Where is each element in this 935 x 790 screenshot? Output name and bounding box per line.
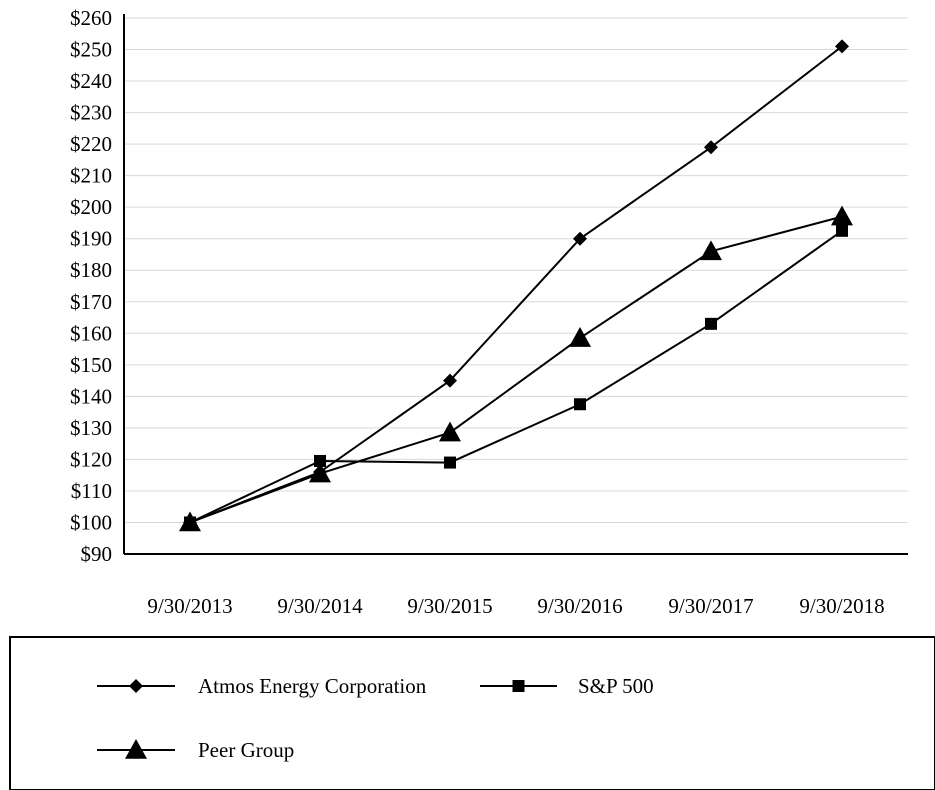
data-point-triangle: [569, 327, 591, 347]
data-point-diamond: [129, 679, 143, 693]
data-point-square: [512, 680, 525, 692]
y-tick-label: $200: [70, 195, 112, 219]
y-tick-label: $220: [70, 132, 112, 156]
data-point-triangle: [125, 739, 147, 759]
y-tick-label: $130: [70, 416, 112, 440]
data-point-square: [574, 398, 586, 411]
y-tick-label: $210: [70, 164, 112, 188]
x-tick-label: 9/30/2017: [668, 594, 753, 618]
data-point-triangle: [179, 511, 201, 532]
legend-item: S&P 500: [480, 674, 654, 698]
data-point-square: [836, 224, 848, 237]
data-point-square: [705, 317, 717, 330]
legend-label: S&P 500: [578, 674, 654, 698]
y-tick-label: $180: [70, 258, 112, 282]
y-tick-label: $260: [70, 6, 112, 30]
data-point-square: [444, 456, 456, 469]
x-tick-label: 9/30/2018: [799, 594, 884, 618]
y-tick-label: $240: [70, 69, 112, 93]
series-line: [189, 230, 843, 524]
y-tick-label: $110: [71, 479, 112, 503]
legend-label: Peer Group: [198, 738, 294, 762]
legend-item: Peer Group: [97, 738, 294, 762]
legend-item: Atmos Energy Corporation: [97, 674, 427, 698]
y-tick-label: $120: [70, 447, 112, 471]
x-tick-label: 9/30/2013: [147, 594, 232, 618]
y-tick-labels: $90 $100 $110 $120 $130 $140 $150 $160 $170 $180 $…: [70, 6, 112, 566]
y-tick-label: $190: [70, 227, 112, 251]
y-tick-label: $100: [70, 510, 112, 534]
y-tick-label: $250: [70, 38, 112, 62]
y-tick-label: $170: [70, 290, 112, 314]
series-line: [189, 45, 843, 524]
y-tick-label: $160: [70, 321, 112, 345]
x-tick-label: 9/30/2014: [277, 594, 363, 618]
series-triangle: [179, 205, 853, 532]
y-tick-label: $150: [70, 353, 112, 377]
y-tick-label: $140: [70, 384, 112, 408]
y-tick-label: $90: [81, 542, 113, 566]
y-tick-label: $230: [70, 101, 112, 125]
legend: Atmos Energy Corporation S&P 500 Peer Grou…: [9, 636, 935, 790]
legend-label: Atmos Energy Corporation: [198, 674, 427, 698]
data-point-triangle: [831, 205, 853, 226]
data-point-diamond: [835, 39, 849, 54]
data-point-triangle: [439, 421, 461, 442]
gridlines: [124, 17, 908, 523]
axes: [123, 14, 908, 555]
data-point-diamond: [443, 373, 457, 388]
series-line: [189, 215, 843, 524]
data-point-diamond: [704, 140, 718, 155]
x-tick-label: 9/30/2016: [537, 594, 622, 618]
data-point-triangle: [309, 462, 331, 483]
x-tick-labels: 9/30/2013 9/30/2014 9/30/2015 9/30/2016 9/30…: [147, 594, 884, 618]
series-group: [179, 39, 853, 532]
data-point-square: [314, 454, 326, 467]
data-point-diamond: [573, 231, 587, 246]
x-tick-label: 9/30/2015: [407, 594, 492, 618]
legend-box: [9, 636, 935, 790]
data-point-triangle: [700, 240, 722, 261]
